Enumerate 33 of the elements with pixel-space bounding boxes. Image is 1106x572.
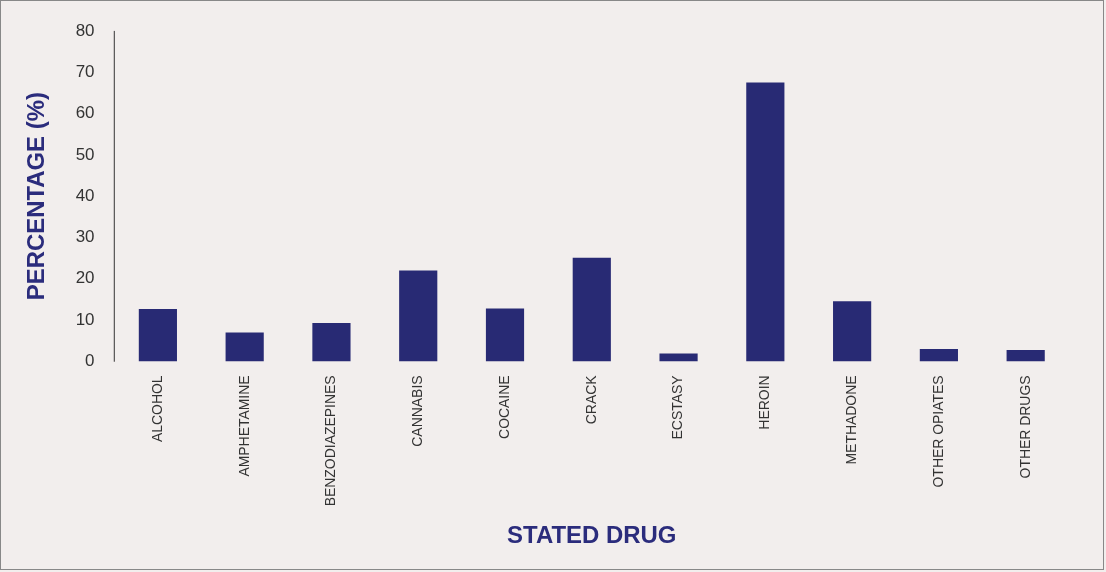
bar (659, 353, 698, 362)
x-tick-label: ALCOHOL (148, 375, 165, 443)
y-tick-label: 50 (75, 144, 95, 164)
bar (833, 301, 872, 362)
bar (572, 257, 611, 362)
y-tick-label: 80 (75, 20, 95, 40)
x-tick-label: CRACK (582, 374, 599, 425)
x-tick-label: ECSTASY (669, 375, 686, 440)
bar (138, 308, 177, 362)
y-tick-label: 0 (85, 351, 95, 371)
x-axis-title: STATED DRUG (507, 521, 677, 549)
y-tick-label: 30 (75, 227, 95, 247)
bar (746, 82, 785, 362)
y-tick-label: 40 (75, 185, 95, 205)
x-tick-label: CANNABIS (409, 375, 426, 447)
x-tick-label: HEROIN (756, 375, 773, 430)
x-tick-label: AMPHETAMINE (235, 375, 252, 477)
bar (312, 323, 351, 362)
bar (485, 308, 525, 362)
y-axis-title: PERCENTAGE (%) (21, 92, 49, 301)
bar (919, 349, 958, 362)
y-tick-label: 70 (75, 61, 95, 81)
x-tick-label: OTHER DRUGS (1016, 375, 1033, 479)
y-tick-label: 10 (75, 309, 95, 329)
y-tick-label: 60 (75, 103, 95, 123)
x-tick-label: COCAINE (495, 375, 512, 439)
bar (399, 270, 438, 362)
x-tick-label: BENZODIAZEPINES (322, 375, 339, 507)
y-tick-label: 20 (75, 268, 95, 288)
bar (225, 332, 264, 362)
x-tick-label: METHADONE (842, 375, 859, 465)
x-tick-label: OTHER OPIATES (929, 375, 946, 488)
bar (1006, 349, 1045, 362)
